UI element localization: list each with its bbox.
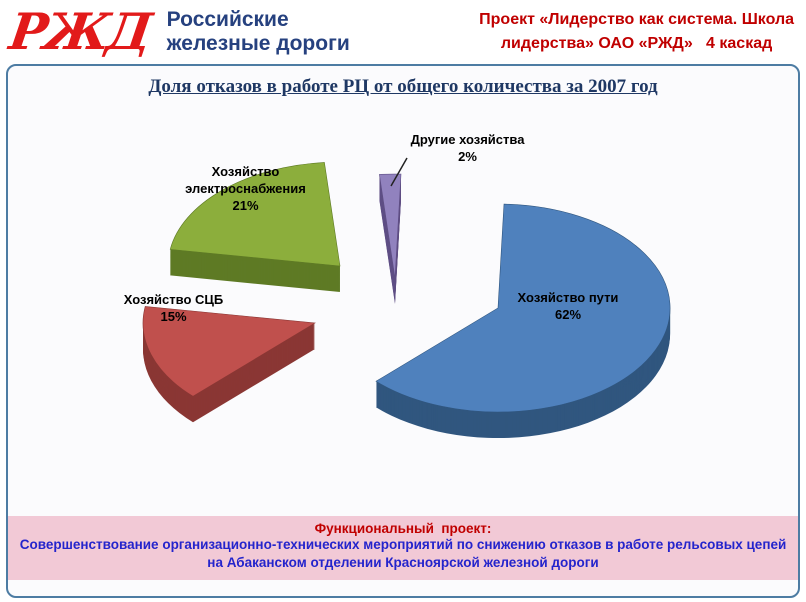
header: РЖД Российские железные дороги Проект «Л… (0, 0, 806, 64)
slice-pct: 62% (554, 306, 582, 322)
slice-pct: 15% (160, 308, 187, 324)
slice-label: Хозяйство СЦБ (123, 292, 224, 307)
company-line1: Российские (166, 8, 289, 32)
slice-label: Хозяйство пути (517, 290, 619, 305)
company-name: Российские железные дороги (167, 8, 350, 55)
project-line1: Проект «Лидерство как система. Школа (479, 11, 794, 28)
project-title: Проект «Лидерство как система. Школа лид… (479, 8, 794, 56)
pie-label-electro: Хозяйство электроснабжения 21% (153, 164, 338, 215)
rzd-logo-icon: РЖД (5, 2, 153, 61)
slide-body: Доля отказов в работе РЦ от общего колич… (6, 64, 800, 598)
company-line2: железные дороги (166, 32, 350, 55)
pie-label-other: Другие хозяйства 2% (395, 132, 540, 166)
chart-title: Доля отказов в работе РЦ от общего колич… (148, 76, 658, 97)
slice-pct: 2% (458, 148, 477, 164)
slice-label: Другие хозяйства (410, 132, 525, 147)
slice-pct: 21% (232, 197, 259, 213)
project-line2: лидерства» ОАО «РЖД» 4 каскад (500, 35, 773, 52)
pie-chart: Хозяйство пути 62% Хозяйство СЦБ 15% Хоз… (13, 100, 793, 510)
pie-3d-svg (142, 157, 671, 439)
footer-heading: Функциональный проект: (314, 520, 492, 536)
slice-label: Хозяйство электроснабжения (185, 164, 306, 196)
pie-label-scb: Хозяйство СЦБ 15% (101, 292, 246, 326)
footer-banner: Функциональный проект: Совершенствование… (8, 515, 798, 580)
footer-text: Совершенствование организационно-техниче… (19, 536, 787, 570)
pie-label-puti: Хозяйство пути 62% (493, 290, 643, 324)
